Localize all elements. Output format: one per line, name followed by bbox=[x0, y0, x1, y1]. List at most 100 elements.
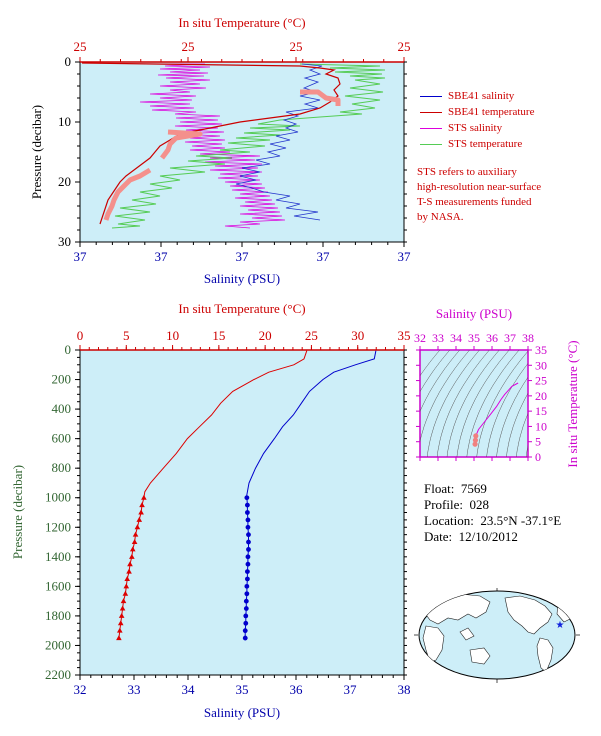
ts-top-tick-label: 34 bbox=[450, 331, 462, 345]
map-africa bbox=[422, 625, 445, 663]
ts-profile-trace bbox=[472, 382, 519, 447]
bottom-chart-left-tick-labels: 0 200 400 600 800 1000 1200 1400 1600 1800 2000 220… bbox=[45, 342, 71, 682]
float-value: 7569 bbox=[460, 481, 487, 496]
legend-item-sbe41-salinity: SBE41 salinity bbox=[420, 88, 598, 104]
ts-density-contour bbox=[436, 350, 490, 457]
legend-item-sts-salinity: STS salinity bbox=[420, 120, 598, 136]
temperature-marker bbox=[119, 605, 126, 611]
legend-swatch-sts-salinity bbox=[420, 127, 442, 129]
salinity-marker bbox=[243, 613, 249, 619]
date-value: 12/10/2012 bbox=[458, 529, 518, 544]
legend-item-sts-temperature: STS temperature bbox=[420, 136, 598, 152]
float-info: Float: 7569 Profile: 028 Location: 23.5°… bbox=[424, 481, 594, 545]
ts-density-contour bbox=[420, 350, 441, 377]
bottom-chart-bottom-tick-labels: 32 33 34 35 36 37 38 bbox=[74, 682, 411, 697]
bottom-chart-y-axis-title: Pressure (decibar) bbox=[10, 465, 25, 559]
top-chart-bottom-tick-labels: 37 37 37 37 37 bbox=[74, 249, 412, 264]
ts-density-contours bbox=[420, 350, 528, 457]
bottom-chart-top-tick-label: 5 bbox=[123, 328, 130, 343]
ts-right-ticks bbox=[416, 349, 532, 458]
salinity-marker bbox=[245, 561, 251, 567]
salinity-marker bbox=[246, 547, 251, 552]
ts-top-tick-label: 38 bbox=[522, 331, 534, 345]
bottom-chart-bottom-tick-label: 33 bbox=[128, 682, 141, 697]
bottom-chart-left-tick-label: 1800 bbox=[45, 608, 71, 623]
bottom-chart-left-tick-label: 200 bbox=[52, 372, 72, 387]
top-chart-left-tick-label: 10 bbox=[58, 114, 71, 129]
bottom-chart-bottom-tick-label: 32 bbox=[74, 682, 87, 697]
ts-right-tick-label: 20 bbox=[535, 389, 547, 403]
ts-profile-marker bbox=[472, 437, 479, 443]
ts-density-contour bbox=[420, 350, 450, 393]
ts-top-tick-label: 37 bbox=[504, 331, 516, 345]
profile-label: Profile: bbox=[424, 497, 463, 512]
ts-right-tick-label: 35 bbox=[535, 343, 547, 357]
ts-density-contour bbox=[496, 376, 528, 457]
temperature-marker bbox=[120, 598, 127, 604]
temperature-marker bbox=[117, 620, 124, 626]
bottom-chart-left-tick-label: 2000 bbox=[45, 637, 71, 652]
ts-profile-markers bbox=[472, 433, 479, 447]
bottom-chart-left-tick-label: 600 bbox=[52, 431, 72, 446]
bottom-chart-top-tick-label: 10 bbox=[166, 328, 179, 343]
temperature-marker bbox=[123, 583, 130, 589]
temperature-marker bbox=[126, 568, 132, 574]
legend-swatch-sbe41-salinity bbox=[420, 95, 442, 97]
ts-right-tick-label: 30 bbox=[535, 358, 547, 372]
ts-profile-marker bbox=[473, 433, 479, 439]
temperature-marker bbox=[134, 524, 141, 530]
bottom-chart-bottom-tick-label: 37 bbox=[344, 682, 358, 697]
sts-note-line: high-resolution near-surface bbox=[417, 181, 542, 193]
date-row: Date: 12/10/2012 bbox=[424, 529, 594, 545]
ts-density-contour bbox=[456, 350, 510, 457]
ts-top-ticks bbox=[419, 346, 529, 461]
top-chart-left-tick-labels: 0 10 20 30 bbox=[58, 54, 71, 249]
salinity-marker bbox=[246, 532, 251, 538]
ts-top-tick-labels: 32 33 34 35 36 37 38 bbox=[414, 331, 534, 345]
ts-top-tick-label: 36 bbox=[486, 331, 498, 345]
top-chart-left-tick-label: 30 bbox=[58, 234, 71, 249]
salinity-marker bbox=[245, 569, 250, 574]
bottom-chart-left-tick-label: 1400 bbox=[45, 549, 71, 564]
location-row: Location: 23.5°N -37.1°E bbox=[424, 513, 594, 529]
world-map-ticks bbox=[414, 588, 580, 683]
legend-item-sbe41-temperature: SBE41 temperature bbox=[420, 104, 598, 120]
top-chart-traces bbox=[81, 62, 386, 229]
ts-right-tick-label: 15 bbox=[535, 404, 547, 418]
bottom-chart-bottom-tick-label: 35 bbox=[236, 682, 249, 697]
temperature-marker bbox=[129, 553, 135, 559]
bottom-chart: 0 5 10 15 20 25 30 35 32 33 34 35 36 37 38 0 200 400 600… bbox=[10, 301, 411, 720]
ts-density-contour bbox=[420, 350, 470, 443]
top-chart-legend: SBE41 salinity SBE41 temperature STS sal… bbox=[420, 88, 598, 152]
temperature-marker bbox=[132, 531, 139, 537]
temperature-marker bbox=[129, 546, 136, 552]
ts-profile-marker bbox=[472, 441, 478, 447]
salinity-marker bbox=[243, 598, 249, 604]
bottom-chart-bottom-tick-label: 38 bbox=[398, 682, 411, 697]
salinity-marker bbox=[245, 576, 250, 582]
salinity-marker bbox=[246, 539, 251, 545]
ts-density-contour bbox=[420, 350, 460, 412]
salinity-profile-line bbox=[245, 350, 377, 498]
salinity-marker bbox=[244, 583, 250, 589]
ts-top-tick-label: 32 bbox=[414, 331, 426, 345]
top-chart-bottom-tick-label: 37 bbox=[236, 249, 250, 264]
salinity-marker bbox=[244, 495, 250, 501]
legend-label: SBE41 temperature bbox=[448, 106, 535, 118]
ts-right-tick-label: 5 bbox=[535, 435, 541, 449]
top-chart-top-axis-title: In situ Temperature (°C) bbox=[178, 15, 305, 30]
top-chart-top-tick-label: 25 bbox=[182, 39, 195, 54]
top-chart-top-tick-label: 25 bbox=[74, 39, 87, 54]
bottom-chart-bottom-tick-label: 34 bbox=[182, 682, 196, 697]
bottom-chart-bottom-tick-label: 36 bbox=[290, 682, 304, 697]
ts-top-tick-label: 33 bbox=[432, 331, 444, 345]
temperature-marker bbox=[131, 539, 138, 545]
bottom-chart-top-tick-labels: 0 5 10 15 20 25 30 35 bbox=[77, 328, 411, 343]
salinity-markers bbox=[242, 495, 251, 641]
bottom-chart-top-tick-label: 15 bbox=[212, 328, 225, 343]
sts-note: STS refers to auxiliary high-resolution … bbox=[417, 165, 597, 225]
salinity-marker bbox=[242, 628, 248, 634]
